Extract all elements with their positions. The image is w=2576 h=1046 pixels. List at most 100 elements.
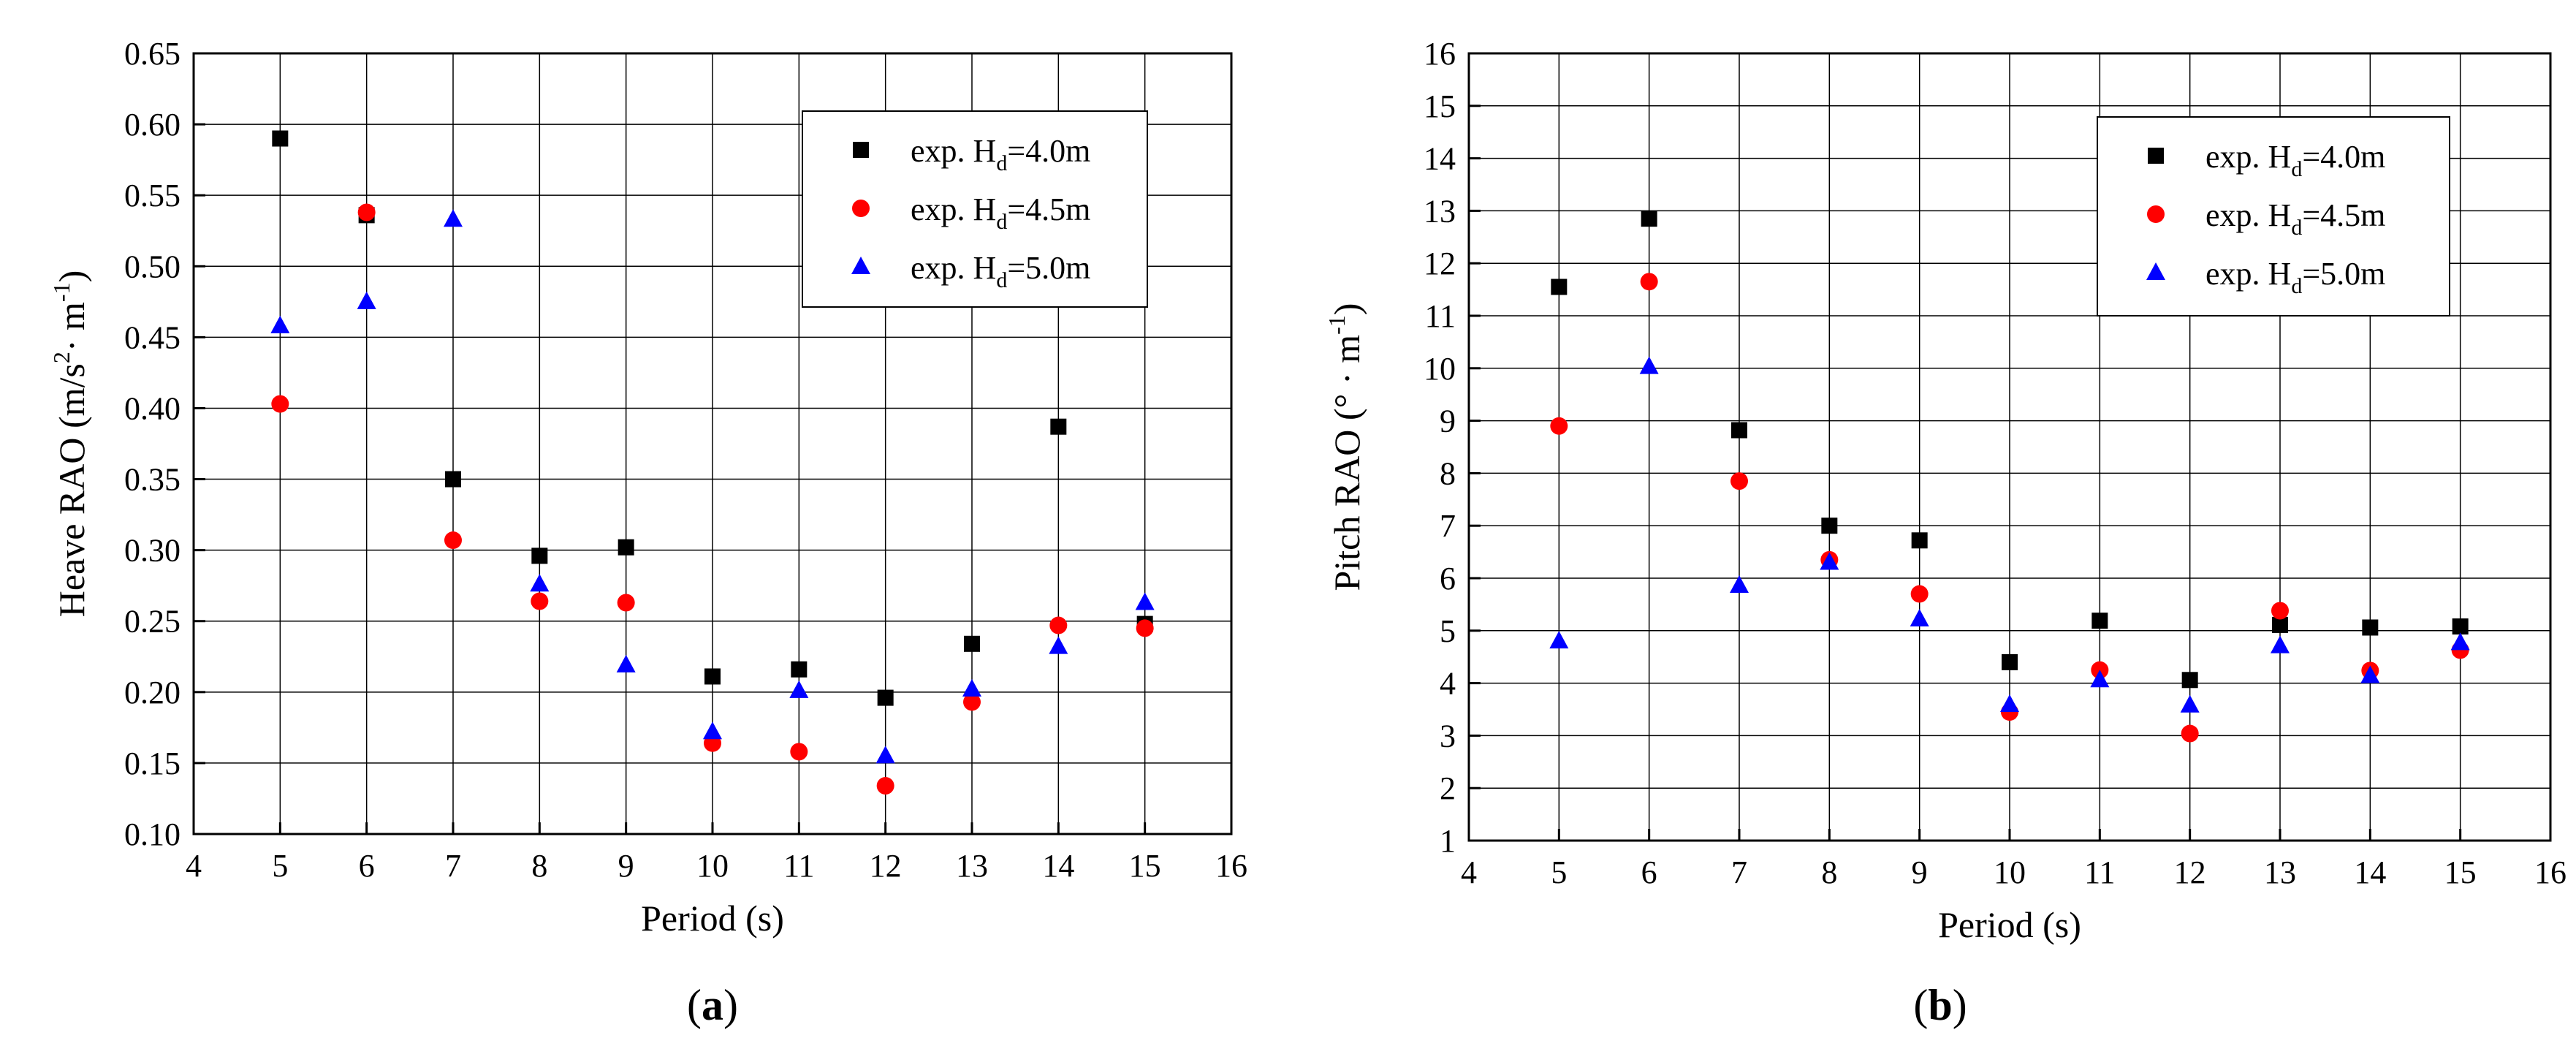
- y-tick-label: 1: [1440, 823, 1456, 859]
- data-point: [1050, 418, 1067, 435]
- x-tick-label: 16: [2534, 854, 2566, 890]
- data-point: [1049, 636, 1068, 654]
- x-tick-label: 14: [2354, 854, 2386, 890]
- data-point: [270, 315, 290, 333]
- data-point: [1910, 585, 1929, 603]
- x-tick-label: 13: [2264, 854, 2296, 890]
- data-point: [1910, 609, 1929, 627]
- x-tick-label: 8: [531, 848, 547, 884]
- data-point: [1731, 422, 1747, 439]
- data-point: [617, 594, 635, 612]
- data-point: [1730, 472, 1748, 490]
- y-tick-label: 0.45: [124, 319, 181, 355]
- x-tick-label: 15: [1129, 848, 1161, 884]
- y-tick-label: 0.10: [124, 816, 181, 852]
- x-tick-label: 7: [445, 848, 461, 884]
- data-point: [1049, 616, 1068, 634]
- data-point: [2271, 602, 2289, 620]
- x-tick-label: 13: [956, 848, 988, 884]
- y-tick-label: 15: [1424, 88, 1456, 124]
- data-point: [531, 547, 548, 564]
- data-point: [876, 776, 894, 795]
- data-point: [791, 661, 808, 678]
- y-tick-label: 3: [1440, 718, 1456, 754]
- data-point: [444, 531, 462, 550]
- y-tick-label: 0.40: [124, 390, 181, 426]
- x-tick-label: 14: [1042, 848, 1074, 884]
- data-point: [531, 592, 549, 610]
- y-tick-label: 14: [1424, 141, 1456, 177]
- y-axis-title: Heave RAO (m/s2· m-1): [48, 270, 92, 618]
- data-point: [2452, 618, 2469, 635]
- data-point: [2090, 670, 2110, 688]
- legend-label: exp. Hd=5.0m: [2205, 256, 2385, 298]
- y-tick-label: 0.35: [124, 462, 181, 498]
- y-tick-label: 16: [1424, 36, 1456, 72]
- x-tick-label: 4: [186, 848, 202, 884]
- legend-label: exp. Hd=4.5m: [2205, 197, 2385, 240]
- data-point: [530, 574, 550, 592]
- data-point: [1551, 278, 1568, 295]
- data-point: [789, 680, 809, 698]
- x-axis-title: Period (s): [641, 898, 784, 939]
- y-tick-label: 10: [1424, 351, 1456, 387]
- legend: exp. Hd=4.0m exp. Hd=4.5m exp. Hd=5.0m: [802, 110, 1148, 308]
- y-tick-label: 8: [1440, 455, 1456, 491]
- data-point: [790, 743, 808, 761]
- data-point: [1136, 619, 1154, 637]
- data-point: [357, 291, 376, 309]
- x-tick-label: 5: [272, 848, 288, 884]
- data-point: [1135, 592, 1155, 610]
- x-tick-label: 10: [696, 848, 729, 884]
- x-tick-label: 11: [2084, 854, 2115, 890]
- legend-marker: [2148, 148, 2164, 164]
- y-axis-title: Pitch RAO (° · m-1): [1323, 303, 1367, 591]
- data-point: [357, 203, 376, 221]
- x-tick-label: 10: [1994, 854, 2026, 890]
- legend-marker: [852, 200, 870, 217]
- x-tick-label: 7: [1731, 854, 1747, 890]
- legend-marker: [2146, 262, 2165, 280]
- data-point: [1549, 631, 1569, 649]
- panel-label: (b): [1913, 981, 1967, 1029]
- data-point: [877, 689, 894, 706]
- data-point: [2180, 694, 2200, 713]
- data-point: [2002, 653, 2018, 670]
- data-point: [1730, 575, 1749, 594]
- y-tick-label: 2: [1440, 770, 1456, 806]
- data-point: [2272, 616, 2288, 633]
- data-point: [1821, 518, 1838, 534]
- data-point: [2450, 632, 2470, 651]
- data-point: [2091, 613, 2108, 629]
- data-point: [963, 693, 981, 711]
- legend-marker: [2147, 205, 2165, 223]
- data-point: [964, 635, 980, 652]
- series-triangle: [1549, 356, 2470, 713]
- series-triangle: [270, 209, 1155, 764]
- x-tick-label: 12: [2174, 854, 2206, 890]
- legend-marker: [851, 257, 870, 274]
- legend-label: exp. Hd=4.0m: [911, 133, 1090, 175]
- x-tick-label: 6: [1641, 854, 1657, 890]
- data-point: [2181, 672, 2198, 689]
- series-square: [1551, 211, 2469, 689]
- y-tick-label: 6: [1440, 561, 1456, 596]
- x-tick-label: 12: [870, 848, 902, 884]
- x-tick-label: 8: [1821, 854, 1837, 890]
- x-tick-label: 9: [618, 848, 634, 884]
- data-point: [1550, 417, 1568, 435]
- y-tick-label: 0.20: [124, 675, 181, 710]
- y-tick-label: 0.60: [124, 107, 181, 143]
- legend-marker: [853, 142, 869, 158]
- data-point: [2271, 635, 2290, 653]
- data-point: [445, 471, 461, 488]
- y-tick-label: 0.25: [124, 604, 181, 640]
- legend-label: exp. Hd=4.5m: [911, 192, 1090, 234]
- data-point: [1911, 532, 1928, 549]
- x-tick-label: 6: [359, 848, 375, 884]
- x-tick-label: 15: [2444, 854, 2477, 890]
- x-tick-label: 11: [783, 848, 814, 884]
- x-tick-label: 4: [1461, 854, 1477, 890]
- y-tick-label: 5: [1440, 613, 1456, 649]
- data-point: [1641, 211, 1657, 227]
